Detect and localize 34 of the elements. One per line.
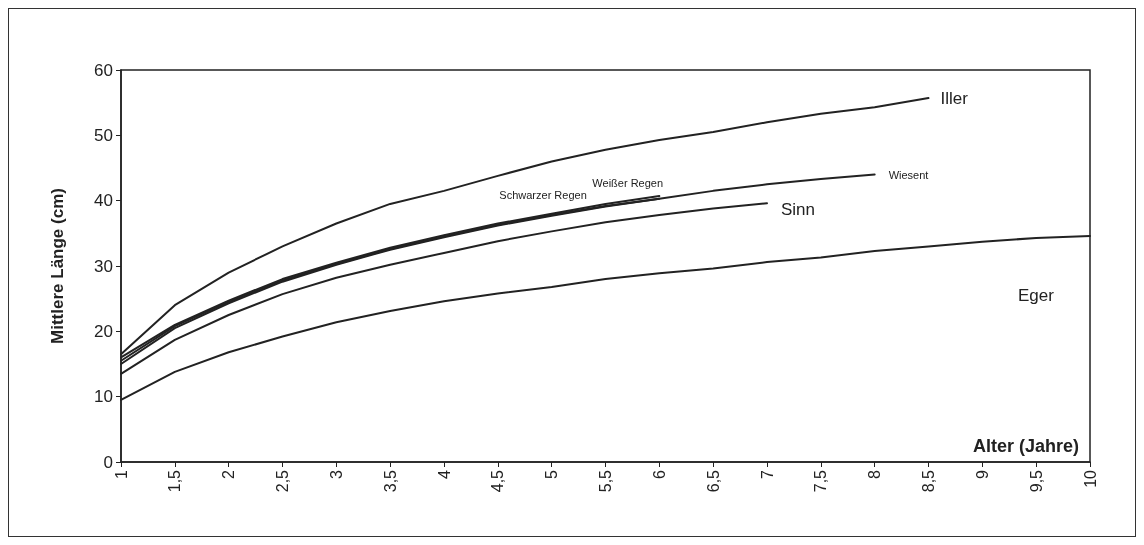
x-tick-label: 3 (327, 469, 345, 479)
x-tick-label: 7 (758, 469, 776, 479)
x-tick-label: 9,5 (1027, 469, 1045, 493)
x-tick-label: 6 (650, 469, 668, 479)
x-tick-label: 3,5 (381, 469, 399, 493)
x-axis-title: Alter (Jahre) (972, 436, 1080, 456)
series-label: Schwarzer Regen (499, 188, 587, 201)
x-tick-label: 8 (866, 469, 884, 479)
x-tick-label: 8,5 (920, 469, 937, 493)
x-tick-label: 4,5 (489, 469, 507, 493)
x-tick-label: 2 (220, 469, 238, 479)
series-label: Weißer Regen (592, 177, 664, 190)
y-tick-label: 0 (103, 452, 113, 472)
y-axis-title: Mittlere Länge (cm) (48, 188, 67, 344)
series-label: Iller (940, 88, 969, 108)
x-tick-label: 6,5 (704, 469, 722, 493)
text: Eger (1018, 286, 1055, 306)
y-tick-label: 30 (94, 256, 113, 276)
y-tick-label: 10 (94, 387, 113, 407)
x-tick-label: 5 (543, 469, 561, 479)
y-tick-label: 60 (94, 60, 113, 80)
x-tick-label: 10 (1081, 469, 1099, 488)
y-tick-label: 40 (94, 191, 113, 211)
y-tick-label: 50 (94, 125, 113, 145)
y-tick-label: 20 (94, 321, 113, 341)
x-tick-label: 2,5 (274, 469, 291, 493)
x-tick-label: 4 (435, 469, 453, 479)
series-label: Wiesent (888, 168, 929, 181)
x-tick-label: 7,5 (812, 469, 830, 493)
series-label: Sinn (781, 199, 816, 219)
x-tick-label: 1,5 (166, 469, 184, 493)
x-tick-label: 1 (112, 469, 130, 479)
x-tick-label: 9 (973, 469, 991, 479)
x-tick-label: 5,5 (597, 469, 614, 493)
